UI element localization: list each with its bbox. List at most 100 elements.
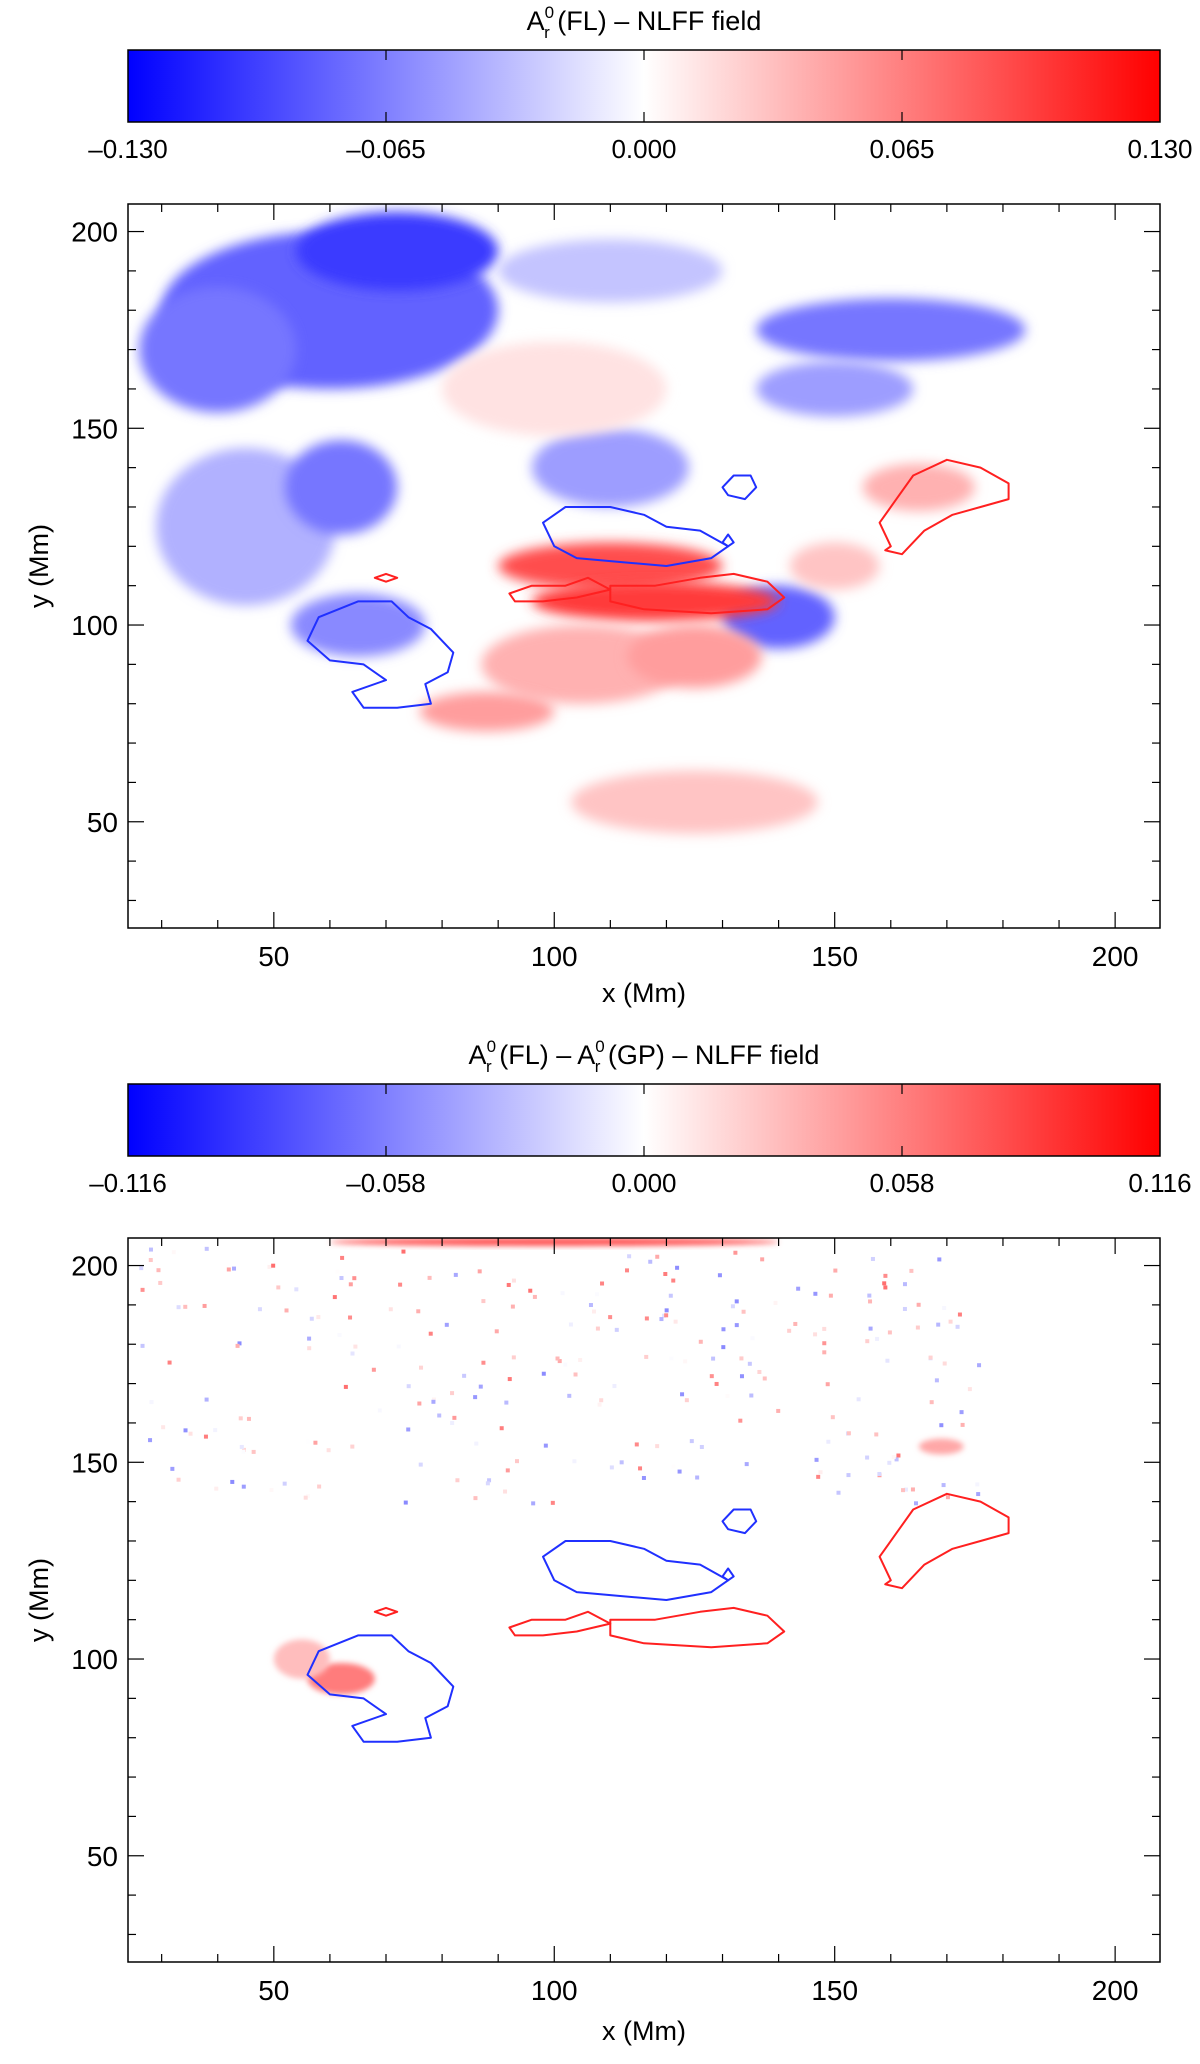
heatmap-pixel	[671, 1278, 676, 1283]
heatmap-pixel	[874, 1432, 879, 1437]
contour-positive	[609, 1606, 786, 1649]
heatmap-pixel	[870, 1256, 875, 1261]
heatmap-pixel	[796, 1286, 801, 1291]
heatmap-pixel	[836, 1490, 841, 1495]
heatmap-pixel	[477, 1269, 482, 1274]
heatmap-pixel	[307, 1336, 312, 1341]
contour-positive	[373, 1606, 399, 1617]
heatmap-pixel	[416, 1309, 421, 1314]
x-tick-label: 100	[531, 941, 578, 972]
contour-negative	[721, 1567, 735, 1582]
colorbar-tick-label: –0.065	[346, 134, 426, 164]
heatmap-pixel	[188, 1431, 193, 1436]
y-axis-label: y (Mm)	[24, 1558, 54, 1642]
heatmap-pixel	[787, 1328, 792, 1333]
heatmap-region	[756, 361, 914, 417]
x-tick-label: 50	[258, 1975, 289, 2006]
heatmap-pixel	[910, 1487, 915, 1492]
heatmap-pixel	[406, 1384, 411, 1389]
heatmap-region	[285, 440, 398, 535]
heatmap-pixel	[203, 1434, 208, 1439]
heatmap-pixel	[877, 1471, 882, 1476]
heatmap-pixel	[825, 1382, 830, 1387]
heatmap-pixel	[959, 1410, 964, 1415]
heatmap-pixel	[161, 1425, 166, 1430]
heatmap-pixel	[600, 1281, 605, 1286]
heatmap-pixel	[747, 1361, 752, 1366]
heatmap-region	[531, 428, 689, 507]
heatmap-pixel	[816, 1474, 821, 1479]
heatmap-pixel	[813, 1332, 818, 1337]
heatmap-pixel	[625, 1268, 630, 1273]
heatmap-pixel	[883, 1285, 888, 1290]
heatmap-pixel	[901, 1488, 906, 1493]
heatmap-pixel	[235, 1343, 240, 1348]
contour-positive	[878, 458, 1010, 556]
heatmap-pixel	[664, 1308, 669, 1313]
heatmap-pixel	[437, 1413, 442, 1418]
heatmap-pixel	[595, 1292, 600, 1297]
heatmap-pixel	[668, 1293, 673, 1298]
colorbar-tick-label: 0.058	[869, 1168, 934, 1198]
heatmap-region	[273, 1639, 330, 1679]
heatmap-pixel	[406, 1427, 411, 1432]
heatmap-pixel	[348, 1315, 353, 1320]
heatmap-pixel	[698, 1339, 703, 1344]
x-tick-label: 150	[811, 1975, 858, 2006]
heatmap-pixel	[733, 1250, 738, 1255]
heatmap-plot: 50 100 150 200 50 100 150 200	[71, 1237, 1161, 2006]
heatmap-pixel	[883, 1273, 888, 1278]
heatmap-pixel	[648, 1259, 653, 1264]
y-tick-label: 50	[87, 1841, 118, 1872]
x-axis-label: x (Mm)	[602, 2016, 686, 2046]
heatmap-field	[139, 211, 1026, 834]
colorbar-ticks: –0.116 –0.058 0.000 0.058 0.116	[89, 1084, 1192, 1198]
colorbar-title: A0 r (FL) – NLFF field	[527, 3, 762, 42]
heatmap-pixel	[675, 1265, 680, 1270]
heatmap-pixel	[504, 1400, 509, 1405]
heatmap-pixel	[655, 1444, 660, 1449]
heatmap-pixel	[352, 1276, 357, 1281]
heatmap-pixel	[350, 1444, 355, 1449]
heatmap-region	[756, 298, 1026, 362]
heatmap-pixel	[388, 1307, 393, 1312]
heatmap-pixel	[531, 1501, 536, 1506]
colorbar-tick-label: –0.058	[346, 1168, 426, 1198]
bottom-panel: A0 r (FL) – A0 r (GP) – NLFF field –0.116–…	[24, 1037, 1192, 2046]
heatmap-pixel	[284, 1308, 289, 1313]
heatmap-pixel	[462, 1373, 467, 1378]
heatmap-region	[498, 239, 723, 303]
heatmap-pixel	[757, 1369, 762, 1374]
heatmap-region	[139, 286, 297, 413]
heatmap-pixel	[721, 1345, 726, 1350]
top-panel: A0 r (FL) – NLFF field –0.130 –0.065 0.000 0…	[24, 3, 1193, 1008]
heatmap-pixel	[896, 1453, 901, 1458]
heatmap-region	[296, 211, 499, 291]
y-tick-label: 200	[71, 217, 118, 248]
heatmap-pixel	[813, 1291, 818, 1296]
heatmap-pixel	[444, 1322, 449, 1327]
heatmap-region	[290, 593, 426, 657]
heatmap-pixel	[588, 1303, 593, 1308]
heatmap-pixel	[140, 1287, 145, 1292]
heatmap-pixel	[350, 1351, 355, 1356]
heatmap-pixel	[241, 1449, 246, 1454]
heatmap-pixel	[239, 1444, 244, 1449]
heatmap-pixel	[663, 1271, 668, 1276]
heatmap-pixel	[171, 1250, 176, 1255]
heatmap-pixel	[450, 1420, 455, 1425]
heatmap-pixel	[567, 1393, 572, 1398]
colorbar-tick-label: 0.130	[1127, 134, 1192, 164]
heatmap-pixel	[371, 1367, 376, 1372]
heatmap-pixel	[773, 1300, 778, 1305]
heatmap-pixel	[183, 1304, 188, 1309]
heatmap-pixel	[885, 1358, 890, 1363]
heatmap-pixel	[865, 1339, 870, 1344]
heatmap-pixel	[578, 1358, 583, 1363]
heatmap-pixel	[428, 1331, 433, 1336]
heatmap-region	[419, 691, 555, 732]
heatmap-pixel	[305, 1439, 310, 1444]
heatmap-pixel	[204, 1397, 209, 1402]
contour-negative	[306, 1634, 455, 1743]
heatmap-pixel	[955, 1324, 960, 1329]
